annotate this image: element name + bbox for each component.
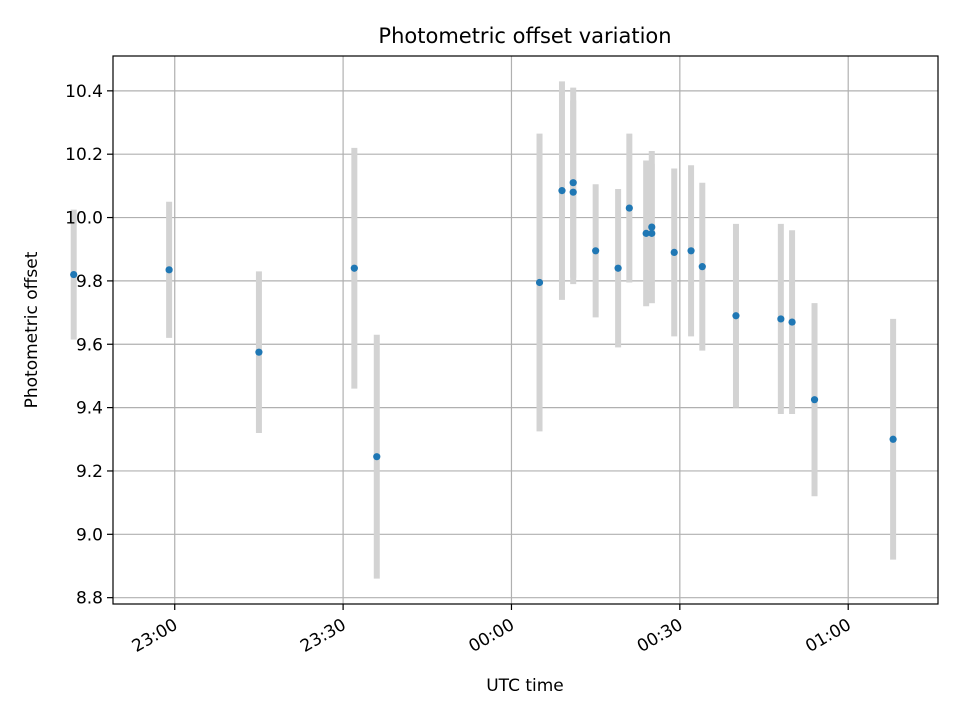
data-point xyxy=(670,248,678,256)
y-tick-label: 9.8 xyxy=(76,272,103,292)
data-point xyxy=(592,247,600,255)
grid xyxy=(113,56,938,604)
data-point xyxy=(698,263,706,271)
y-tick-label: 10.4 xyxy=(65,82,103,102)
data-point xyxy=(373,453,381,461)
y-tick-label: 9.6 xyxy=(76,335,103,355)
data-point xyxy=(777,315,785,323)
y-axis-ticks: 8.8 9.0 9.2 9.4 9.6 9.8 10.0 10.2 10.4 xyxy=(65,82,113,609)
data-point xyxy=(350,264,358,272)
data-point xyxy=(558,187,566,195)
y-tick-label: 9.4 xyxy=(76,399,103,419)
data-point xyxy=(642,229,650,237)
data-point xyxy=(569,188,577,196)
y-tick-label: 10.2 xyxy=(65,145,103,165)
data-point xyxy=(614,264,622,272)
y-tick-label: 9.0 xyxy=(76,525,103,545)
chart-title: Photometric offset variation xyxy=(378,24,671,48)
data-point xyxy=(788,318,796,326)
y-axis-label: Photometric offset xyxy=(22,251,42,408)
x-axis-label: UTC time xyxy=(486,676,564,696)
data-point xyxy=(810,396,819,404)
y-tick-label: 9.2 xyxy=(76,462,103,482)
data-point xyxy=(70,270,78,279)
data-points xyxy=(70,179,897,461)
plot-frame xyxy=(112,55,939,605)
data-point xyxy=(687,247,695,255)
y-tick-label: 8.8 xyxy=(76,589,103,609)
data-point xyxy=(732,312,740,320)
data-point xyxy=(255,348,263,356)
data-point xyxy=(569,179,577,187)
data-point xyxy=(625,204,633,212)
y-tick-label: 10.0 xyxy=(65,209,103,229)
data-point xyxy=(648,229,656,237)
data-point xyxy=(165,266,173,274)
data-point xyxy=(648,223,656,231)
data-point xyxy=(889,435,897,443)
data-point xyxy=(535,278,544,287)
